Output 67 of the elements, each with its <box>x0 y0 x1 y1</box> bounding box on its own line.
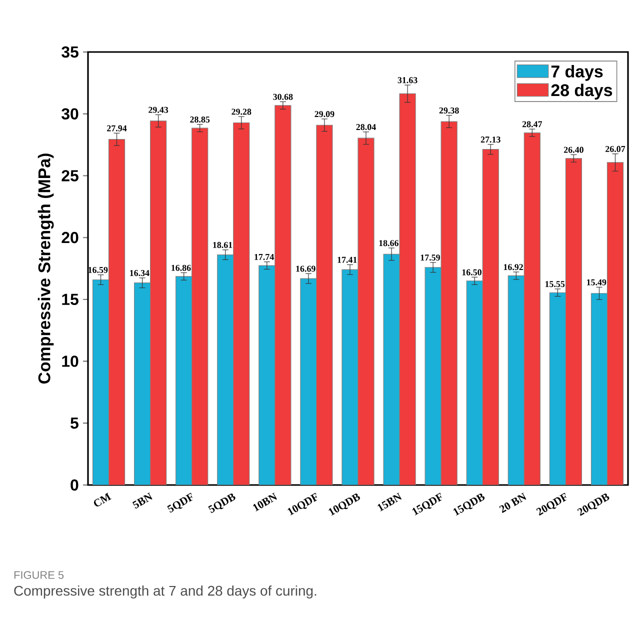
bar <box>606 162 624 485</box>
data-label: 17.41 <box>338 256 357 263</box>
y-tick-label: 10 <box>62 356 78 367</box>
data-label: 18.66 <box>379 240 398 246</box>
data-label: 15.55 <box>545 281 565 288</box>
bar <box>300 278 317 485</box>
bar <box>383 254 400 485</box>
bar <box>274 105 292 485</box>
bar <box>342 269 358 485</box>
bar <box>358 138 374 485</box>
bar <box>440 121 458 485</box>
data-label: 29.09 <box>314 111 334 118</box>
data-label: 18.61 <box>213 242 232 248</box>
x-tick-label: 5BN <box>132 492 152 509</box>
data-label: 16.86 <box>172 264 191 271</box>
data-label: 16.50 <box>462 269 482 276</box>
bar <box>549 292 566 485</box>
y-tick-label: 5 <box>70 418 78 429</box>
bar <box>176 276 192 485</box>
bar <box>482 149 499 485</box>
bar <box>217 254 234 485</box>
data-label: 27.94 <box>107 125 127 132</box>
bar <box>424 267 442 485</box>
legend-label: 7 days <box>551 65 603 81</box>
bar <box>508 275 524 485</box>
bar <box>590 293 608 485</box>
y-tick-label: 35 <box>62 46 78 58</box>
bar <box>258 265 276 485</box>
data-label: 29.43 <box>148 106 168 113</box>
bar <box>192 128 208 485</box>
data-label: 28.47 <box>522 121 542 128</box>
bar <box>233 122 250 485</box>
data-label: 26.07 <box>606 146 626 152</box>
bar <box>108 139 125 485</box>
data-label: 31.63 <box>398 77 418 84</box>
legend-label: 28 days <box>551 84 612 100</box>
y-axis-title: Compressive Strength (MPa) <box>38 154 54 384</box>
data-label: 30.68 <box>273 94 293 100</box>
y-tick-label: 0 <box>70 479 78 491</box>
data-label: 16.69 <box>296 266 316 272</box>
x-tick-label: 20 BN <box>499 492 526 513</box>
bar <box>150 120 167 485</box>
caption: FIGURE 5 <box>14 571 64 579</box>
bar <box>316 124 333 485</box>
x-tick-label: CM <box>94 492 112 506</box>
data-label: 16.34 <box>130 270 150 276</box>
y-tick-label: 25 <box>62 170 78 182</box>
bar <box>399 93 416 485</box>
data-label: 17.74 <box>254 254 274 260</box>
bar <box>92 280 109 485</box>
data-label: 27.13 <box>480 136 500 143</box>
data-label: 29.28 <box>232 108 252 115</box>
bar <box>134 282 151 485</box>
data-label: 28.85 <box>190 116 210 123</box>
y-tick-label: 20 <box>62 232 78 244</box>
y-tick-label: 15 <box>62 294 78 305</box>
data-label: 17.59 <box>420 254 440 261</box>
data-label: 26.40 <box>564 146 584 153</box>
data-label: 16.92 <box>504 264 523 270</box>
bar <box>466 280 483 485</box>
data-label: 29.38 <box>439 107 459 114</box>
data-label: 15.49 <box>586 279 606 286</box>
y-tick-label: 30 <box>62 108 78 120</box>
bar <box>565 158 582 485</box>
bar <box>524 132 540 485</box>
text: Compressive strength at 7 and 28 days of curing. <box>14 585 316 598</box>
data-label: 28.04 <box>356 124 376 130</box>
